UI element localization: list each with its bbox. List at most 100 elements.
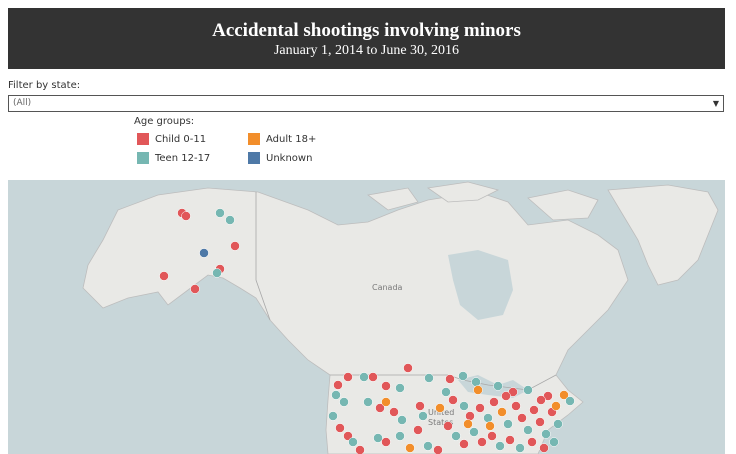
incident-marker[interactable] — [451, 431, 461, 441]
incident-marker[interactable] — [503, 419, 513, 429]
legend-item-unknown[interactable]: Unknown — [248, 152, 312, 165]
incident-marker[interactable] — [553, 419, 563, 429]
map-view[interactable]: Canada United States — [8, 180, 725, 454]
incident-marker[interactable] — [359, 372, 369, 382]
incident-marker[interactable] — [523, 425, 533, 435]
incident-marker[interactable] — [448, 395, 458, 405]
legend-label-teen: Teen 12-17 — [155, 153, 211, 164]
incident-marker[interactable] — [424, 373, 434, 383]
page-title: Accidental shootings involving minors — [212, 20, 521, 41]
incident-marker[interactable] — [523, 385, 533, 395]
incident-marker[interactable] — [373, 433, 383, 443]
incident-marker[interactable] — [395, 431, 405, 441]
incident-marker[interactable] — [363, 397, 373, 407]
incident-marker[interactable] — [328, 411, 338, 421]
page-subtitle: January 1, 2014 to June 30, 2016 — [273, 43, 460, 58]
incident-marker[interactable] — [395, 383, 405, 393]
incident-marker[interactable] — [423, 441, 433, 451]
incident-marker[interactable] — [487, 431, 497, 441]
incident-marker[interactable] — [190, 284, 200, 294]
incident-marker[interactable] — [381, 397, 391, 407]
incident-marker[interactable] — [465, 411, 475, 421]
legend-item-child[interactable]: Child 0-11 — [137, 133, 206, 146]
incident-markers — [159, 208, 575, 454]
incident-marker[interactable] — [471, 377, 481, 387]
incident-marker[interactable] — [225, 215, 235, 225]
incident-marker[interactable] — [463, 419, 473, 429]
incident-marker[interactable] — [343, 372, 353, 382]
incident-marker[interactable] — [230, 241, 240, 251]
incident-marker[interactable] — [159, 271, 169, 281]
incident-marker[interactable] — [389, 407, 399, 417]
legend-item-adult[interactable]: Adult 18+ — [248, 133, 316, 146]
incident-marker[interactable] — [473, 385, 483, 395]
incident-marker[interactable] — [517, 413, 527, 423]
map-label-canada: Canada — [372, 283, 403, 292]
incident-marker[interactable] — [441, 387, 451, 397]
incident-marker[interactable] — [355, 445, 365, 454]
incident-marker[interactable] — [501, 391, 511, 401]
incident-marker[interactable] — [527, 437, 537, 447]
incident-marker[interactable] — [551, 401, 561, 411]
incident-marker[interactable] — [475, 403, 485, 413]
incident-marker[interactable] — [339, 397, 349, 407]
legend-swatch-adult — [248, 133, 260, 145]
incident-marker[interactable] — [495, 441, 505, 451]
state-filter-value: (All) — [13, 98, 32, 108]
incident-marker[interactable] — [335, 423, 345, 433]
legend-label-child: Child 0-11 — [155, 134, 207, 145]
incident-marker[interactable] — [458, 371, 468, 381]
incident-marker[interactable] — [403, 363, 413, 373]
incident-marker[interactable] — [485, 421, 495, 431]
state-filter-dropdown[interactable]: (All) ▼ — [8, 95, 724, 112]
incident-marker[interactable] — [565, 396, 575, 406]
incident-marker[interactable] — [469, 427, 479, 437]
incident-marker[interactable] — [443, 421, 453, 431]
incident-marker[interactable] — [215, 208, 225, 218]
dropdown-arrow-icon[interactable]: ▼ — [712, 99, 719, 108]
header-banner: Accidental shootings involving minors Ja… — [8, 8, 725, 69]
incident-marker[interactable] — [483, 413, 493, 423]
incident-marker[interactable] — [331, 390, 341, 400]
incident-marker[interactable] — [541, 429, 551, 439]
incident-marker[interactable] — [536, 395, 546, 405]
incident-marker[interactable] — [489, 397, 499, 407]
incident-marker[interactable] — [375, 403, 385, 413]
incident-marker[interactable] — [333, 380, 343, 390]
incident-marker[interactable] — [413, 425, 423, 435]
incident-marker[interactable] — [435, 403, 445, 413]
incident-marker[interactable] — [418, 411, 428, 421]
arctic-island-1 — [426, 181, 500, 203]
incident-marker[interactable] — [549, 437, 559, 447]
legend-swatch-teen — [137, 152, 149, 164]
incident-marker[interactable] — [381, 437, 391, 447]
incident-marker[interactable] — [515, 443, 525, 453]
incident-marker[interactable] — [199, 248, 209, 258]
incident-marker[interactable] — [181, 211, 191, 221]
map-svg — [82, 181, 719, 454]
incident-marker[interactable] — [497, 407, 507, 417]
legend-label-unknown: Unknown — [266, 153, 313, 164]
incident-marker[interactable] — [405, 443, 415, 453]
incident-marker[interactable] — [459, 401, 469, 411]
incident-marker[interactable] — [539, 443, 549, 453]
incident-marker[interactable] — [381, 381, 391, 391]
incident-marker[interactable] — [535, 417, 545, 427]
legend-swatch-child — [137, 133, 149, 145]
incident-marker[interactable] — [529, 405, 539, 415]
legend-item-teen[interactable]: Teen 12-17 — [137, 152, 210, 165]
incident-marker[interactable] — [511, 401, 521, 411]
incident-marker[interactable] — [348, 437, 358, 447]
incident-marker[interactable] — [433, 445, 443, 454]
incident-marker[interactable] — [415, 401, 425, 411]
incident-marker[interactable] — [212, 268, 222, 278]
incident-marker[interactable] — [459, 439, 469, 449]
incident-marker[interactable] — [445, 374, 455, 384]
incident-marker[interactable] — [397, 415, 407, 425]
greenland-land — [607, 184, 719, 286]
incident-marker[interactable] — [493, 381, 503, 391]
incident-marker[interactable] — [505, 435, 515, 445]
incident-marker[interactable] — [477, 437, 487, 447]
incident-marker[interactable] — [559, 390, 569, 400]
incident-marker[interactable] — [368, 372, 378, 382]
